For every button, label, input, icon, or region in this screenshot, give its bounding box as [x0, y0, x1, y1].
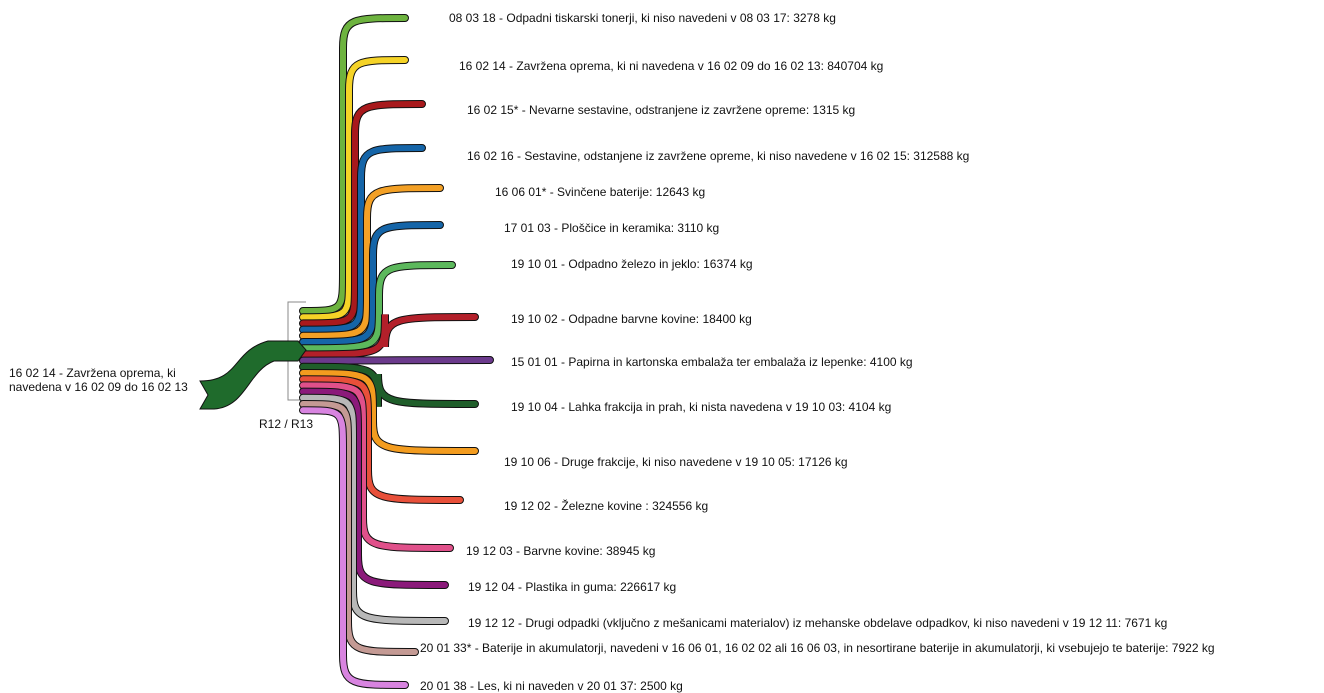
flow-label: 16 06 01* - Svinčene baterije: 12643 kg: [495, 185, 705, 199]
flow-label: 17 01 03 - Ploščice in keramika: 3110 kg: [504, 221, 719, 235]
flow-label: 19 10 06 - Druge frakcije, ki niso naved…: [504, 455, 848, 469]
flow-band: [300, 185, 443, 339]
flow-band: [300, 388, 448, 588]
flow-label: 15 01 01 - Papirna in kartonska embalaža…: [511, 355, 913, 369]
flow-band: [300, 376, 463, 503]
flow-label: 16 02 16 - Sestavine, odstanjene iz zavr…: [467, 149, 969, 163]
flow-label: 08 03 18 - Odpadni tiskarski tonerji, ki…: [449, 11, 836, 25]
flow-band: [300, 363, 478, 407]
flow-band: [300, 314, 478, 358]
flow-band: [300, 57, 408, 321]
flow-label: 19 10 01 - Odpadno železo in jeklo: 1637…: [511, 257, 753, 271]
flow-label: 19 12 02 - Železne kovine : 324556 kg: [504, 498, 708, 513]
flow-band: [300, 262, 455, 352]
flow-label: 19 12 03 - Barvne kovine: 38945 kg: [466, 544, 655, 558]
flow-label: 19 12 04 - Plastika in guma: 226617 kg: [468, 580, 676, 594]
flow-band: [300, 15, 408, 314]
flow-label: 20 01 33* - Baterije in akumulatorji, na…: [420, 641, 1215, 655]
flow-band: [300, 401, 418, 655]
flow-band: [300, 382, 453, 551]
flow-band: [300, 145, 425, 333]
flow-label: 19 10 02 - Odpadne barvne kovine: 18400 …: [511, 312, 752, 326]
flow-band: [300, 394, 448, 624]
process-label: R12 / R13: [259, 417, 314, 431]
flow-label: 19 12 12 - Drugi odpadki (vključno z meš…: [468, 616, 1167, 630]
source-flow-arrow: [199, 340, 307, 410]
flow-band: [300, 357, 493, 364]
flow-label: 16 02 15* - Nevarne sestavine, odstranje…: [467, 103, 855, 117]
source-label: 16 02 14 - Zavržena oprema, ki navedena …: [9, 366, 188, 394]
flow-band: [300, 407, 408, 688]
flow-label: 19 10 04 - Lahka frakcija in prah, ki ni…: [511, 400, 891, 414]
flow-band: [300, 101, 425, 327]
flow-band: [300, 222, 443, 345]
flow-band: [300, 370, 478, 454]
flow-label: 16 02 14 - Zavržena oprema, ki ni navede…: [459, 59, 883, 73]
flow-label: 20 01 38 - Les, ki ni naveden v 20 01 37…: [420, 679, 683, 693]
